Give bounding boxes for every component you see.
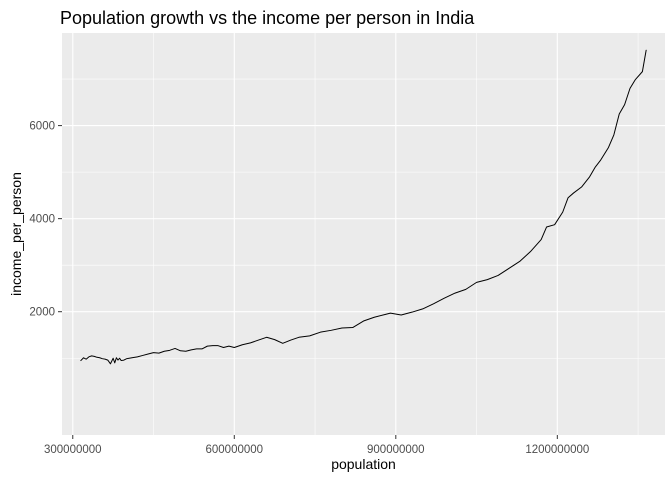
x-tick-label: 600000000 [206,444,264,456]
plot-background [62,33,665,435]
y-axis-ticks: 2000 4000 6000 [29,121,62,319]
y-axis-title: income_per_person [8,172,24,296]
x-tick-label: 900000000 [367,444,425,456]
major-gridlines [62,33,665,435]
x-axis-title: population [331,456,396,472]
x-tick-label: 1200000000 [525,444,589,456]
y-tick-label: 4000 [29,214,55,226]
chart-title: Population growth vs the income per pers… [60,8,475,28]
series-line [80,49,647,365]
x-axis-ticks: 300000000 600000000 900000000 1200000000 [44,435,589,456]
minor-gridlines [62,33,665,435]
y-tick-label: 2000 [29,307,55,319]
x-tick-label: 300000000 [44,444,102,456]
y-tick-label: 6000 [29,121,55,133]
